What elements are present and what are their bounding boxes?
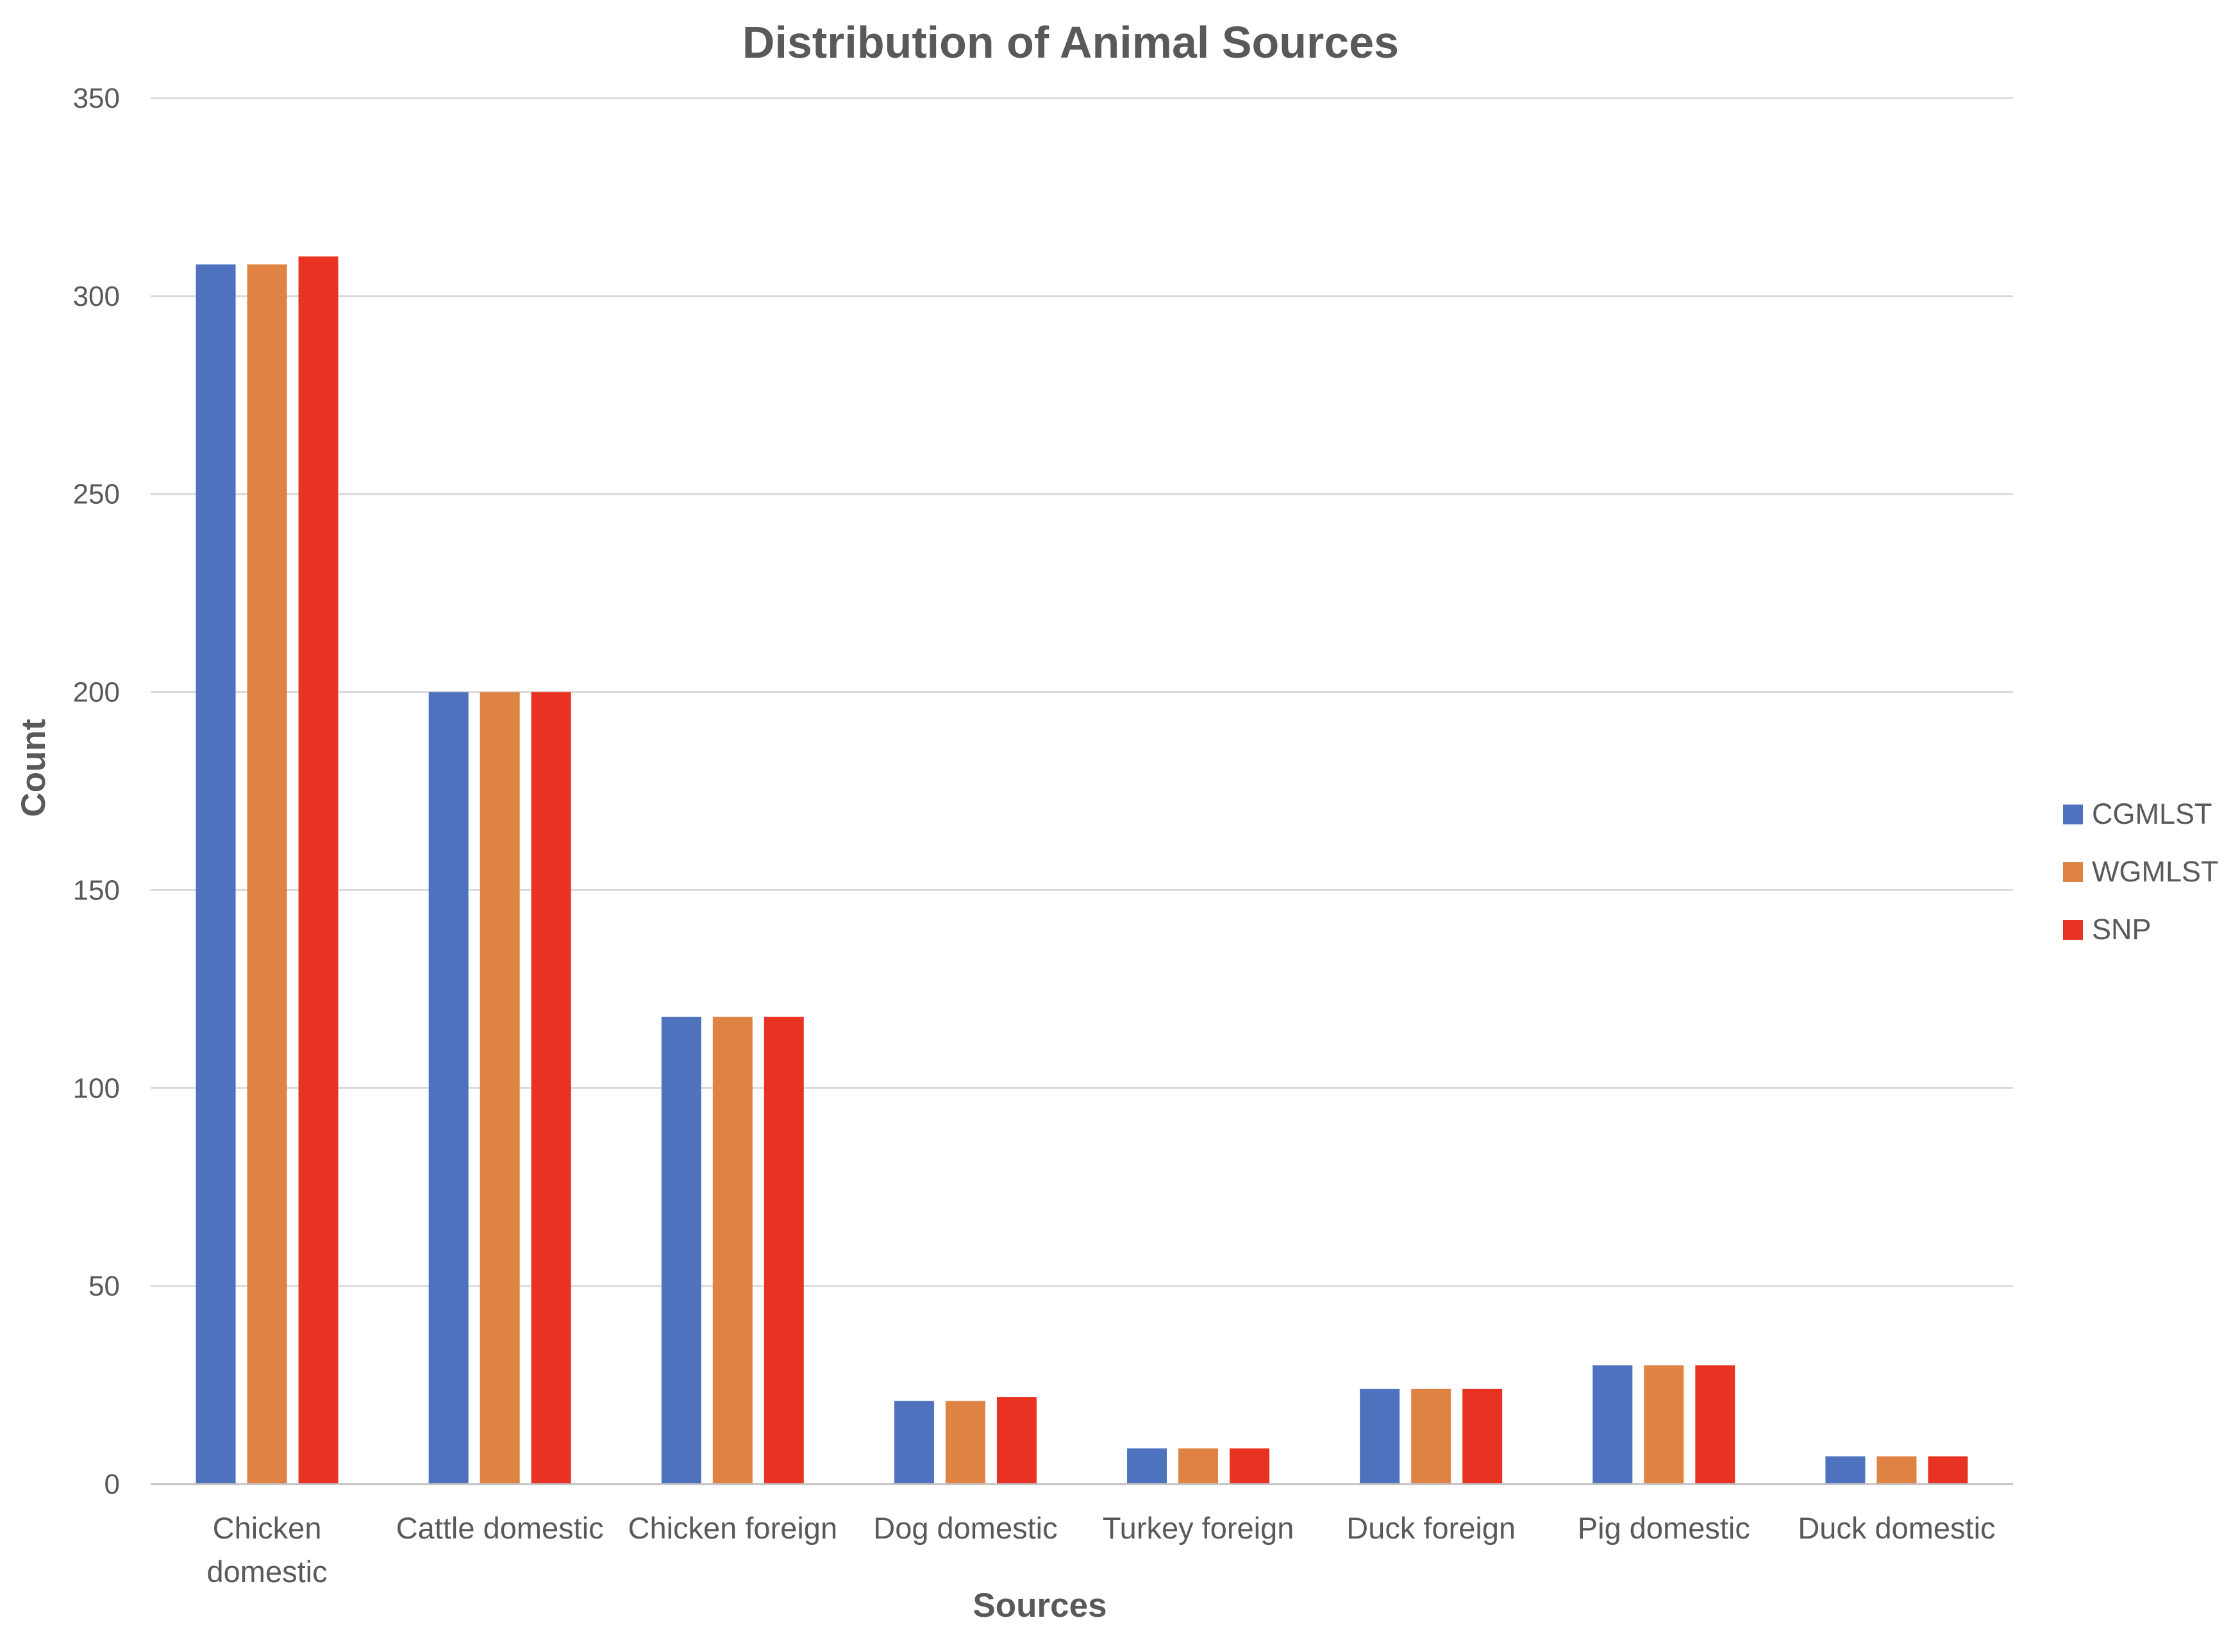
legend-label: WGMLST (2092, 855, 2219, 888)
y-tick-label: 0 (104, 1469, 120, 1500)
bar-wgmlst (1876, 1456, 1917, 1484)
bar-snp (764, 1017, 804, 1484)
bar-snp (1928, 1456, 1968, 1484)
bar-snp (1230, 1448, 1270, 1484)
legend-label: SNP (2092, 913, 2152, 946)
y-tick-label: 150 (73, 874, 120, 906)
y-tick-label: 350 (73, 83, 120, 114)
bar-snp (1695, 1365, 1735, 1484)
bar-cgmlst (661, 1017, 701, 1484)
bar-snp (531, 692, 571, 1484)
y-axis-ticks: 0 50 100 150 200 250 300 350 (73, 83, 120, 1500)
bar-cgmlst (1360, 1389, 1400, 1484)
x-axis-category-labels: Chicken domestic Cattle domestic Chicken fo… (207, 1511, 1996, 1589)
bar-snp (298, 256, 338, 1485)
bar-wgmlst (712, 1017, 753, 1484)
x-tick-label: Cattle domestic (396, 1511, 604, 1545)
bar-snp (1462, 1389, 1503, 1484)
y-tick-label: 250 (73, 479, 120, 510)
y-tick-label: 300 (73, 281, 120, 312)
x-tick-label: Pig domestic (1578, 1511, 1750, 1545)
x-tick-label: Duck foreign (1346, 1511, 1516, 1545)
x-tick-label: Chicken (213, 1511, 322, 1545)
x-tick-label: Turkey foreign (1103, 1511, 1294, 1545)
legend: CGMLST WGMLST SNP (2063, 797, 2219, 946)
x-tick-label: Dog domestic (873, 1511, 1057, 1545)
legend-label: CGMLST (2092, 797, 2212, 830)
x-tick-label: Chicken foreign (628, 1511, 838, 1545)
bars (196, 256, 1968, 1485)
legend-swatch (2063, 920, 2083, 940)
bar-wgmlst (1644, 1365, 1684, 1484)
y-tick-label: 50 (88, 1271, 120, 1302)
bar-wgmlst (1411, 1389, 1451, 1484)
legend-swatch (2063, 862, 2083, 882)
y-axis-title: Count (15, 719, 53, 817)
bar-cgmlst (196, 264, 236, 1485)
bar-cgmlst (428, 692, 469, 1484)
chart-title: Distribution of Animal Sources (742, 17, 1399, 67)
bar-wgmlst (480, 692, 520, 1484)
x-axis-title: Sources (973, 1587, 1107, 1624)
bar-wgmlst (945, 1401, 985, 1484)
legend-swatch (2063, 805, 2083, 824)
y-tick-label: 200 (73, 677, 120, 708)
y-tick-label: 100 (73, 1072, 120, 1104)
bar-cgmlst (1592, 1365, 1633, 1484)
bar-cgmlst (1127, 1448, 1167, 1484)
bar-wgmlst (1178, 1448, 1219, 1484)
x-tick-label: domestic (207, 1555, 328, 1589)
x-tick-label: Duck domestic (1798, 1511, 1995, 1545)
bar-cgmlst (1825, 1456, 1866, 1484)
bar-cgmlst (894, 1401, 934, 1484)
bar-wgmlst (247, 264, 287, 1485)
bar-snp (996, 1397, 1037, 1484)
